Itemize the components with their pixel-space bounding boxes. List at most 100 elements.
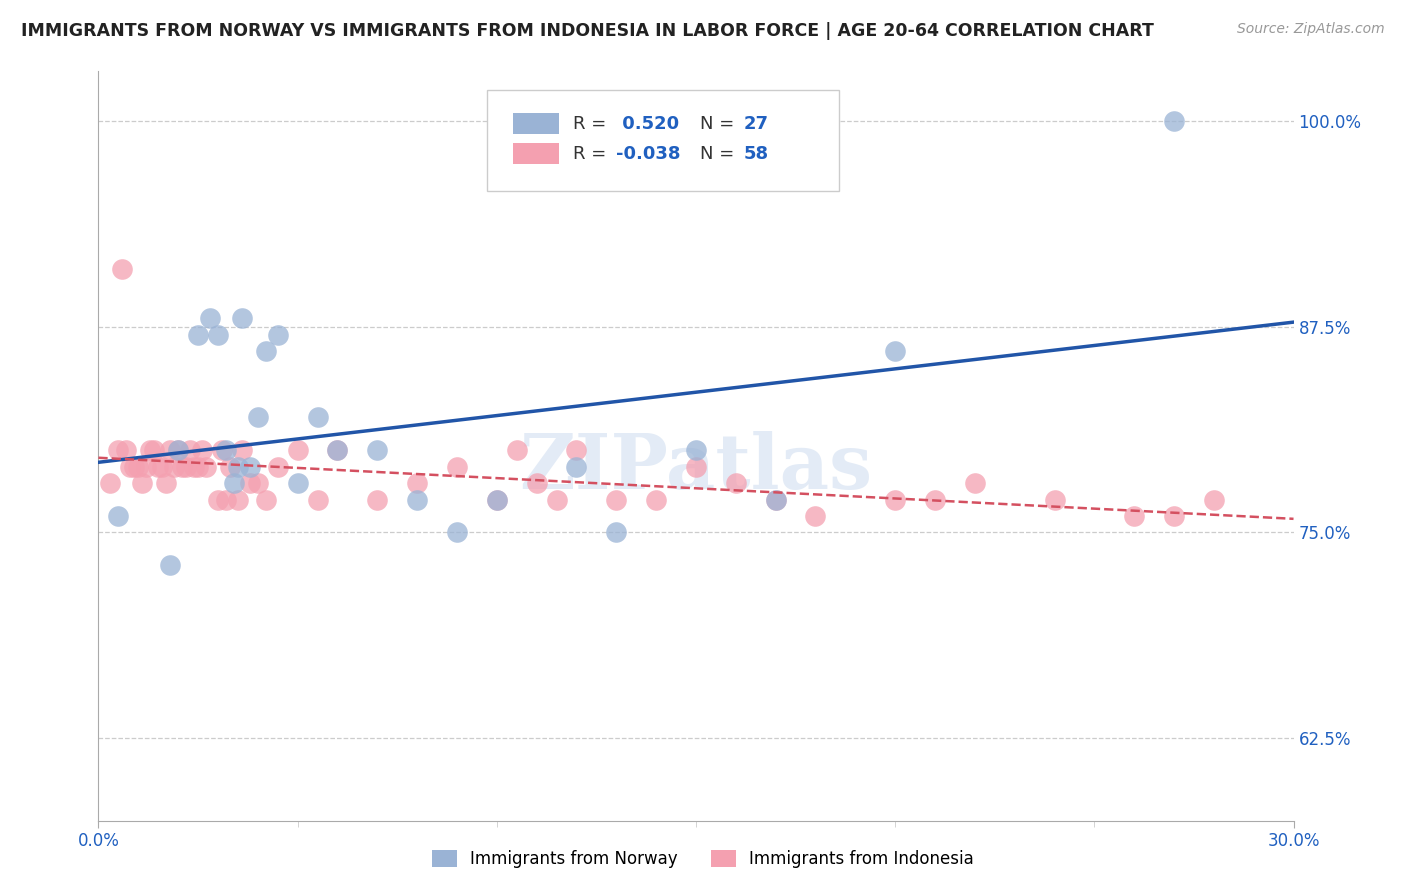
Point [605,525,627,540]
Point [366,443,388,458]
Point [120,459,142,474]
Point [366,492,388,507]
Point [107,508,129,523]
Point [148,459,170,474]
Point [267,459,290,474]
FancyBboxPatch shape [486,90,839,191]
Point [107,443,129,458]
Point [215,443,238,458]
Point [884,492,907,507]
Point [565,459,588,474]
Point [326,443,349,458]
Point [219,459,242,474]
Point [254,492,277,507]
Point [174,459,197,474]
Point [446,459,468,474]
Point [150,459,173,474]
Point [207,327,229,342]
Point [685,459,707,474]
Point [645,492,668,507]
Point [254,344,277,359]
Point [163,459,186,474]
Point [131,476,153,491]
Point [187,459,209,474]
Text: ZIPatlas: ZIPatlas [519,432,873,506]
Point [226,459,249,474]
Point [183,459,205,474]
Point [231,443,253,458]
Point [485,492,508,507]
Point [111,262,134,277]
Point [143,443,166,458]
Bar [513,113,558,135]
Text: R =: R = [572,145,612,162]
Point [506,443,529,458]
Point [246,476,269,491]
Point [287,443,309,458]
Text: N =: N = [700,145,740,162]
Point [1202,492,1225,507]
Text: 58: 58 [744,145,769,162]
Point [287,476,309,491]
Point [884,344,907,359]
Text: N =: N = [700,115,740,133]
Legend: Immigrants from Norway, Immigrants from Indonesia: Immigrants from Norway, Immigrants from … [425,843,981,875]
Point [963,476,986,491]
Point [159,558,181,573]
Point [765,492,787,507]
Point [191,443,214,458]
Point [485,492,508,507]
Point [765,492,787,507]
Point [1163,113,1185,128]
Point [215,492,238,507]
Point [195,459,218,474]
Point [724,476,747,491]
Point [135,459,157,474]
Point [179,443,201,458]
Point [307,492,329,507]
Point [222,476,245,491]
Text: R =: R = [572,115,612,133]
Text: -0.038: -0.038 [616,145,681,162]
Point [924,492,946,507]
Point [172,459,194,474]
Point [804,508,827,523]
Point [231,311,253,326]
Text: 0.520: 0.520 [616,115,679,133]
Point [326,443,349,458]
Point [98,476,122,491]
Point [605,492,627,507]
Text: Source: ZipAtlas.com: Source: ZipAtlas.com [1237,22,1385,37]
Point [239,459,262,474]
Point [127,459,149,474]
Point [267,327,290,342]
Point [685,443,707,458]
Point [167,443,190,458]
Point [406,476,429,491]
Point [406,492,429,507]
Point [167,443,190,458]
Point [124,459,146,474]
Point [187,327,209,342]
Point [246,410,269,425]
Point [565,443,588,458]
Point [1123,508,1146,523]
Point [239,476,262,491]
Point [115,443,138,458]
Point [226,492,249,507]
Text: IMMIGRANTS FROM NORWAY VS IMMIGRANTS FROM INDONESIA IN LABOR FORCE | AGE 20-64 C: IMMIGRANTS FROM NORWAY VS IMMIGRANTS FRO… [21,22,1154,40]
Bar [513,144,558,164]
Point [207,492,229,507]
Point [159,443,181,458]
Point [155,476,177,491]
Point [526,476,548,491]
Text: 27: 27 [744,115,769,133]
Point [211,443,233,458]
Point [1043,492,1066,507]
Point [307,410,329,425]
Point [139,443,162,458]
Point [446,525,468,540]
Point [1163,508,1185,523]
Point [546,492,568,507]
Point [198,311,221,326]
